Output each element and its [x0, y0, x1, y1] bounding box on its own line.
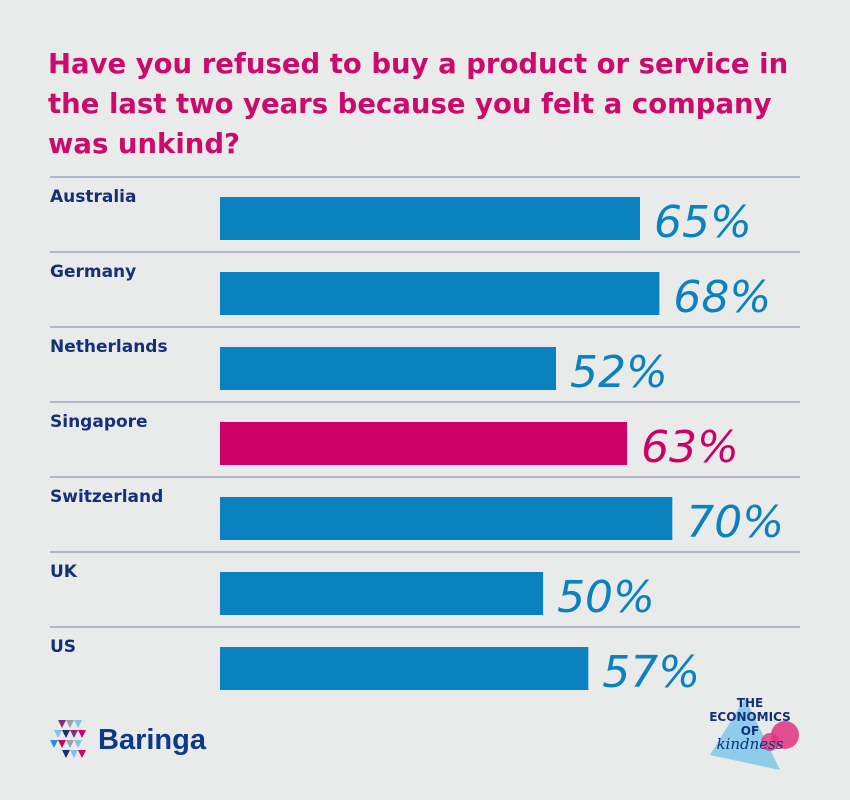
bar — [220, 572, 544, 615]
bar — [220, 422, 628, 465]
bar — [220, 197, 640, 240]
baringa-logo: Baringa — [48, 718, 206, 762]
value-label: 65% — [654, 197, 752, 248]
bar-chart: Australia 65% Germany 68% Netherlands 52% Sing… — [50, 176, 800, 698]
logo-word: kindness — [716, 735, 784, 753]
chart-title: Have you refused to buy a product or ser… — [48, 48, 789, 160]
brand-name: Baringa — [98, 723, 206, 756]
category-label: Australia — [50, 187, 137, 207]
value-label: 63% — [641, 422, 739, 473]
category-label: Singapore — [50, 412, 148, 432]
bar — [220, 272, 660, 315]
bar — [220, 647, 589, 690]
bar — [220, 497, 673, 540]
value-label: 70% — [686, 497, 784, 548]
logo-word: THE — [736, 696, 764, 710]
triangle-icon — [710, 698, 799, 770]
category-label: Switzerland — [50, 487, 163, 507]
value-label: 57% — [602, 647, 700, 698]
value-label: 50% — [557, 572, 655, 623]
value-label: 68% — [673, 272, 771, 323]
category-label: Germany — [50, 262, 136, 282]
category-label: Netherlands — [50, 337, 168, 357]
logo-word: ECONOMICS — [709, 710, 791, 724]
value-label: 52% — [570, 347, 668, 398]
bar — [220, 347, 556, 390]
category-label: UK — [50, 562, 78, 582]
economics-of-kindness-logo: THE ECONOMICS OF kindness — [690, 690, 810, 780]
logo-word: OF — [740, 724, 760, 738]
category-label: US — [50, 637, 76, 657]
baringa-triangles-icon — [50, 720, 86, 758]
